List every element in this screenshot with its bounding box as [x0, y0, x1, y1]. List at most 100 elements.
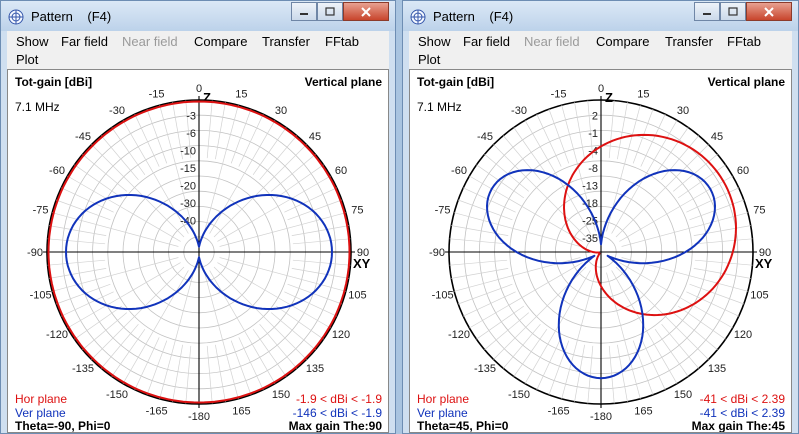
grid-spoke [451, 268, 509, 279]
ver-plane-range: -146 < dBi < -1.9 [292, 406, 382, 420]
grid-spoke [608, 100, 615, 159]
radial-tick-label: -8 [588, 163, 598, 175]
angle-tick-label: 0 [598, 83, 604, 95]
grid-spoke [275, 164, 324, 199]
menu-fftab[interactable]: FFtab [727, 34, 761, 49]
angle-tick-label: 90 [357, 247, 369, 259]
minimize-button[interactable] [694, 2, 720, 21]
maximize-button[interactable] [317, 2, 343, 21]
minimize-icon [703, 12, 711, 15]
close-button[interactable] [746, 2, 792, 21]
angle-tick-label: -180 [188, 411, 210, 423]
grid-spoke [469, 262, 583, 329]
angle-tick-label: 75 [351, 205, 363, 217]
radial-tick-label: -15 [180, 163, 196, 175]
angle-tick-label: -90 [429, 247, 445, 259]
z-axis-label: Z [605, 90, 613, 105]
grid-spoke [101, 135, 139, 181]
menu-plot[interactable]: Plot [16, 52, 39, 67]
xy-axis-label: XY [353, 256, 371, 271]
menu-compare[interactable]: Compare [194, 34, 248, 49]
plot-area: 0 15 30 45 60 75 90 105 120 135 150 165 -180 -165 -150… [7, 69, 389, 433]
max-gain-readout: Max gain The:90 [288, 419, 382, 433]
menu-plot[interactable]: Plot [418, 52, 441, 67]
grid-spoke [689, 199, 744, 221]
angle-tick-label: 45 [309, 131, 321, 143]
menu-transfer[interactable]: Transfer [262, 34, 310, 49]
angle-tick-label: 45 [711, 131, 723, 143]
grid-spoke [146, 340, 168, 395]
gain-label: Tot-gain [dBi] [15, 75, 93, 89]
angle-tick-label: 105 [348, 289, 366, 301]
radial-tick-label: -10 [180, 146, 196, 158]
grid-spoke [632, 109, 654, 164]
window-title: Pattern (F4) [31, 9, 112, 24]
grid-spoke [91, 144, 185, 238]
angle-tick-label: 15 [235, 89, 247, 101]
ver-plane-curve [65, 194, 333, 310]
menu-far-field[interactable]: Far field [61, 34, 108, 49]
grid-spoke [61, 291, 114, 317]
grid-spoke [204, 105, 239, 232]
grid-spoke [587, 345, 594, 404]
close-icon [361, 6, 371, 17]
grid-spoke [615, 144, 709, 238]
close-button[interactable] [343, 2, 389, 21]
grid-spoke [270, 312, 316, 350]
angle-tick-label: 60 [737, 165, 749, 177]
grid-spoke [209, 120, 276, 234]
menu-fftab[interactable]: FFtab [325, 34, 359, 49]
frequency-label: 7.1 MHz [15, 100, 60, 114]
grid-spoke [74, 305, 123, 340]
grid-spoke [621, 212, 748, 247]
angle-tick-label: -45 [75, 131, 91, 143]
grid-spoke [122, 120, 189, 234]
maximize-button[interactable] [720, 2, 746, 21]
grid-spoke [640, 337, 666, 390]
title-bar[interactable]: Pattern (F4) [403, 1, 798, 31]
grid-spoke [259, 135, 297, 181]
menu-show[interactable]: Show [16, 34, 49, 49]
grid-spoke [47, 259, 106, 266]
menu-transfer[interactable]: Transfer [665, 34, 713, 49]
grid-spoke [291, 225, 349, 236]
grid-spoke [694, 238, 753, 245]
pattern-window-1: Pattern (F4) Show Far field Near field C… [0, 0, 396, 434]
xy-axis-label: XY [755, 256, 773, 271]
minimize-button[interactable] [291, 2, 317, 21]
grid-spoke [503, 323, 541, 369]
plot-area: 0 15 30 45 60 75 90 105 120 135 150 165 -180 -165 -150… [409, 69, 792, 433]
grid-spoke [574, 102, 585, 160]
plane-label: Vertical plane [707, 75, 785, 89]
grid-spoke [219, 212, 346, 247]
grid-spoke [49, 225, 107, 236]
grid-spoke [672, 154, 718, 192]
grid-spoke [458, 199, 513, 221]
grid-spoke [74, 164, 123, 199]
grid-spoke [259, 323, 297, 369]
grid-spoke [463, 187, 516, 213]
max-gain-readout: Max gain The:45 [691, 419, 785, 433]
title-bar[interactable]: Pattern (F4) [1, 1, 395, 31]
angle-tick-label: -60 [451, 165, 467, 177]
grid-spoke [213, 266, 307, 360]
gain-label: Tot-gain [dBi] [417, 75, 495, 89]
angle-tick-label: -180 [590, 411, 612, 423]
grid-spoke [463, 291, 516, 317]
grid-spoke [146, 109, 168, 164]
grid-spoke [204, 272, 239, 399]
grid-spoke [134, 114, 160, 167]
menu-compare[interactable]: Compare [596, 34, 650, 49]
menu-far-field[interactable]: Far field [463, 34, 510, 49]
grid-spoke [134, 337, 160, 390]
angle-tick-label: -120 [448, 329, 470, 341]
grid-spoke [284, 187, 337, 213]
grid-spoke [451, 225, 509, 236]
menu-show[interactable]: Show [418, 34, 451, 49]
grid-spoke [238, 114, 264, 167]
grid-spoke [67, 175, 181, 242]
grid-spoke [677, 164, 726, 199]
grid-spoke [215, 102, 226, 160]
angle-tick-label: -30 [511, 105, 527, 117]
angle-tick-label: 120 [734, 329, 752, 341]
